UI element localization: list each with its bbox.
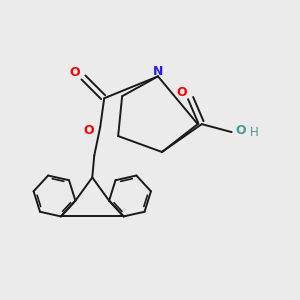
Text: O: O xyxy=(84,124,94,137)
Text: O: O xyxy=(70,66,80,79)
Text: O: O xyxy=(235,124,246,136)
Text: H: H xyxy=(250,126,259,139)
Text: O: O xyxy=(176,86,187,99)
Text: N: N xyxy=(153,65,163,78)
